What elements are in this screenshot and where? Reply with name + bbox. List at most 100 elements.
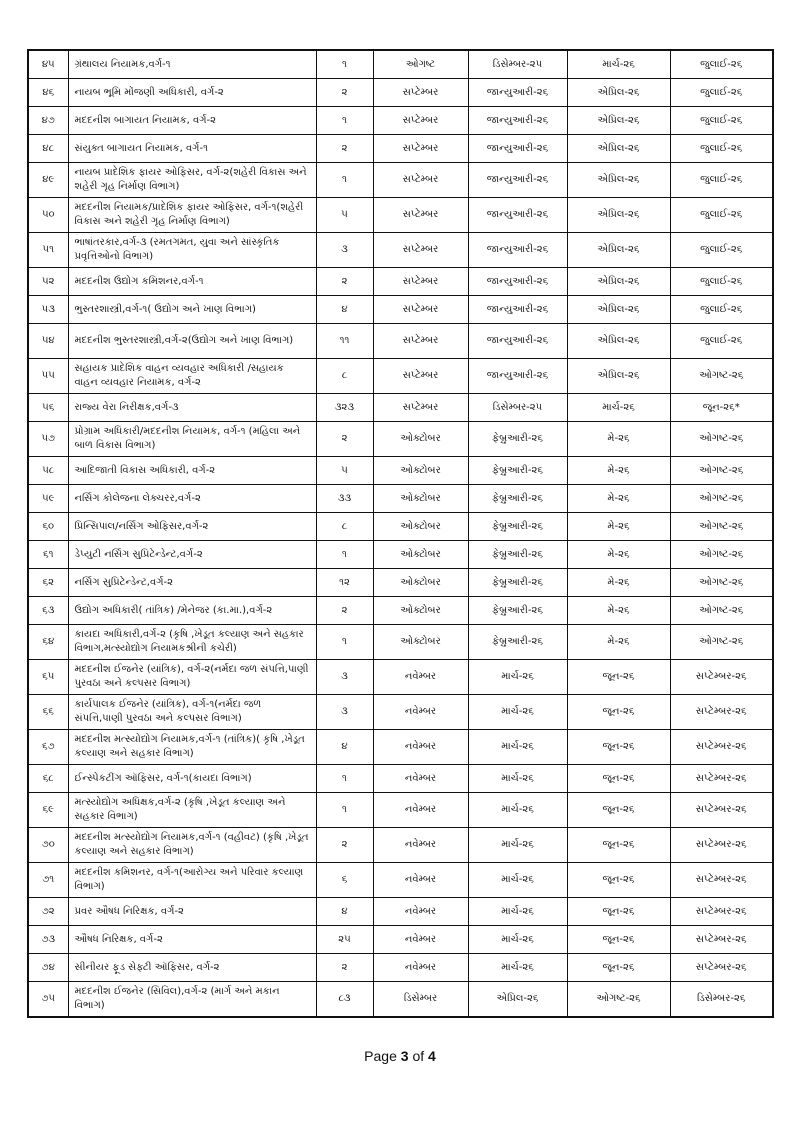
result-month-cell: સપ્ટેમ્બર-૨૬ bbox=[669, 694, 774, 730]
post-name-cell: મત્સ્યોદ્યોગ અધિક્ષક,વર્ગ-૨ (કૃષિ ,ખેડૂત… bbox=[67, 792, 317, 828]
table-row: ૫૨ મદદનીશ ઉદ્યોગ કમિશનર,વર્ગ-૧ ૨ સપ્ટેમ્બર જ… bbox=[27, 267, 774, 296]
row-number-cell: ૬૪ bbox=[27, 624, 69, 660]
advertisement-month-cell: નવેમ્બર bbox=[372, 953, 469, 982]
post-name-cell: મદદનીશ ઈજનેર (સિવિલ),વર્ગ-૨ (માર્ગ અને મ… bbox=[67, 981, 317, 1018]
exam-month-cell: ડિસેમ્બર-૨૫ bbox=[467, 393, 568, 422]
post-name-cell: કાર્યપાલક ઈજનેર (યાંત્રિક), વર્ગ-૧(નર્મદ… bbox=[67, 694, 317, 730]
exam-month-cell: ફેબ્રુઆરી-૨૬ bbox=[467, 421, 568, 457]
total-pages: 4 bbox=[428, 1048, 436, 1064]
table-row: ૭૧ મદદનીશ કમિશનર, વર્ગ-૧(આરોગ્ય અને પરિવા… bbox=[27, 862, 774, 898]
result-month-cell: સપ્ટેમ્બર-૨૬ bbox=[669, 659, 774, 695]
interview-month-cell: એપ્રિલ-૨૬ bbox=[566, 197, 671, 233]
post-name-cell: સંયુક્ત બાગાયત નિયામક, વર્ગ-૧ bbox=[67, 134, 317, 163]
vacancy-count-cell: ૧૧ bbox=[315, 323, 374, 359]
advertisement-month-cell: સપ્ટેમ્બર bbox=[372, 323, 469, 359]
row-number-cell: ૬૧ bbox=[27, 540, 69, 569]
vacancy-count-cell: ૨ bbox=[315, 953, 374, 982]
row-number-cell: ૬૬ bbox=[27, 694, 69, 730]
vacancy-count-cell: ૧ bbox=[315, 540, 374, 569]
vacancy-count-cell: ૩૨૩ bbox=[315, 393, 374, 422]
table-row: ૬૨ નર્સિંગ સુપ્રિટેન્ડેન્ટ,વર્ગ-૨ ૧૨ ઓક્ટોબ… bbox=[27, 568, 774, 597]
exam-month-cell: જાન્યુઆરી-૨૬ bbox=[467, 134, 568, 163]
row-number-cell: ૫૮ bbox=[27, 456, 69, 485]
advertisement-month-cell: નવેમ્બર bbox=[372, 925, 469, 954]
interview-month-cell: મે-૨૬ bbox=[566, 568, 671, 597]
interview-month-cell: એપ્રિલ-૨૬ bbox=[566, 232, 671, 268]
result-month-cell: જુલાઈ-૨૬ bbox=[669, 232, 774, 268]
row-number-cell: ૬૦ bbox=[27, 512, 69, 541]
interview-month-cell: એપ્રિલ-૨૬ bbox=[566, 134, 671, 163]
table-row: ૬૬ કાર્યપાલક ઈજનેર (યાંત્રિક), વર્ગ-૧(નર્… bbox=[27, 694, 774, 730]
interview-month-cell: એપ્રિલ-૨૬ bbox=[566, 106, 671, 135]
advertisement-month-cell: સપ્ટેમ્બર bbox=[372, 393, 469, 422]
vacancy-count-cell: ૧ bbox=[315, 624, 374, 660]
row-number-cell: ૫૩ bbox=[27, 295, 69, 324]
interview-month-cell: જૂન-૨૬ bbox=[566, 862, 671, 898]
post-name-cell: મદદનીશ ભુસ્તરશાસ્ત્રી,વર્ગ-૨(ઉદ્યોગ અને … bbox=[67, 323, 317, 359]
result-month-cell: જુલાઈ-૨૬ bbox=[669, 295, 774, 324]
post-name-cell: મદદનીશ મત્સ્યોદ્યોગ નિયામક,વર્ગ-૧ (તાંત્… bbox=[67, 729, 317, 765]
table-row: ૬૧ ડેપ્યુટી નર્સિંગ સુપ્રિટેન્ડેન્ટ,વર્ગ-… bbox=[27, 540, 774, 569]
vacancy-count-cell: ૮ bbox=[315, 512, 374, 541]
vacancy-count-cell: ૩ bbox=[315, 659, 374, 695]
interview-month-cell: જૂન-૨૬ bbox=[566, 694, 671, 730]
interview-month-cell: ઓગષ્ટ-૨૬ bbox=[566, 981, 671, 1018]
post-name-cell: મદદનીશ બાગાયત નિયામક, વર્ગ-૨ bbox=[67, 106, 317, 135]
interview-month-cell: મે-૨૬ bbox=[566, 456, 671, 485]
table-row: ૪૭ મદદનીશ બાગાયત નિયામક, વર્ગ-૨ ૧ સપ્ટેમ્બર… bbox=[27, 106, 774, 135]
vacancy-count-cell: ૮ bbox=[315, 358, 374, 394]
result-month-cell: સપ્ટેમ્બર-૨૬ bbox=[669, 792, 774, 828]
post-name-cell: મદદનીશ ઈજનેર (યાંત્રિક), વર્ગ-૨(નર્મદા જ… bbox=[67, 659, 317, 695]
row-number-cell: ૪૮ bbox=[27, 134, 69, 163]
result-month-cell: ઓગષ્ટ-૨૬ bbox=[669, 484, 774, 513]
post-name-cell: નાયબ પ્રાદેશિક ફાયર ઓફિસર, વર્ગ-૨(શહેરી … bbox=[67, 162, 317, 198]
post-name-cell: સહાયક પ્રાદેશિક વાહન વ્યવહાર અધિકારી /સહ… bbox=[67, 358, 317, 394]
table-row: ૬૩ ઉદ્યોગ અધિકારી( તાંત્રિક) /મેનેજર (કા.… bbox=[27, 596, 774, 625]
advertisement-month-cell: સપ્ટેમ્બર bbox=[372, 78, 469, 107]
table-row: ૭૨ પ્રવર ઔષધ નિરિક્ષક, વર્ગ-૨ ૪ નવેમ્બર માર્… bbox=[27, 897, 774, 926]
row-number-cell: ૭૦ bbox=[27, 827, 69, 863]
advertisement-month-cell: નવેમ્બર bbox=[372, 659, 469, 695]
result-month-cell: ઓગષ્ટ-૨૬ bbox=[669, 421, 774, 457]
advertisement-month-cell: સપ્ટેમ્બર bbox=[372, 295, 469, 324]
exam-month-cell: ફેબ્રુઆરી-૨૬ bbox=[467, 540, 568, 569]
result-month-cell: જુલાઈ-૨૬ bbox=[669, 78, 774, 107]
row-number-cell: ૬૭ bbox=[27, 729, 69, 765]
exam-month-cell: માર્ચ-૨૬ bbox=[467, 694, 568, 730]
row-number-cell: ૫૨ bbox=[27, 267, 69, 296]
interview-month-cell: મે-૨૬ bbox=[566, 540, 671, 569]
table-row: ૭૫ મદદનીશ ઈજનેર (સિવિલ),વર્ગ-૨ (માર્ગ અને… bbox=[27, 981, 774, 1018]
interview-month-cell: એપ્રિલ-૨૬ bbox=[566, 295, 671, 324]
table-row: ૬૪ કાયદા અધિકારી,વર્ગ-૨ (કૃષિ ,ખેડૂત કલ્ય… bbox=[27, 624, 774, 660]
result-month-cell: સપ્ટેમ્બર-૨૬ bbox=[669, 827, 774, 863]
post-name-cell: મદદનીશ મત્સ્યોદ્યોગ નિયામક,વર્ગ-૧ (વહીવટ… bbox=[67, 827, 317, 863]
vacancy-count-cell: ૮૩ bbox=[315, 981, 374, 1018]
exam-month-cell: ડિસેમ્બર-૨૫ bbox=[467, 49, 568, 79]
exam-month-cell: ફેબ્રુઆરી-૨૬ bbox=[467, 624, 568, 660]
row-number-cell: ૭૧ bbox=[27, 862, 69, 898]
row-number-cell: ૫૯ bbox=[27, 484, 69, 513]
row-number-cell: ૫૫ bbox=[27, 358, 69, 394]
result-month-cell: ડિસેમ્બર-૨૬ bbox=[669, 981, 774, 1018]
result-month-cell: સપ્ટેમ્બર-૨૬ bbox=[669, 925, 774, 954]
advertisement-month-cell: સપ્ટેમ્બર bbox=[372, 232, 469, 268]
table-row: ૫૩ ભુસ્તરશાસ્ત્રી,વર્ગ-૧( ઉદ્યોગ અને ખાણ … bbox=[27, 295, 774, 324]
table-row: ૫૯ નર્સિંગ કોલેજના લેક્ચરર,વર્ગ-૨ ૩૩ ઓક્ટોબ… bbox=[27, 484, 774, 513]
result-month-cell: ઓગષ્ટ-૨૬ bbox=[669, 624, 774, 660]
table-row: ૫૭ પ્રોગ્રામ અધિકારી/મદદનીશ નિયામક, વર્ગ-… bbox=[27, 421, 774, 457]
result-month-cell: ઓગષ્ટ-૨૬ bbox=[669, 512, 774, 541]
vacancy-count-cell: ૧ bbox=[315, 162, 374, 198]
result-month-cell: જુલાઈ-૨૬ bbox=[669, 49, 774, 79]
exam-month-cell: એપ્રિલ-૨૬ bbox=[467, 981, 568, 1018]
result-month-cell: જુલાઈ-૨૬ bbox=[669, 106, 774, 135]
vacancy-count-cell: ૫ bbox=[315, 456, 374, 485]
result-month-cell: ઓગષ્ટ-૨૬ bbox=[669, 358, 774, 394]
table-row: ૫૦ મદદનીશ નિયામક/પ્રાદેશિક ફાયર ઓફિસર, વર… bbox=[27, 197, 774, 233]
table-row: ૬૦ પ્રિન્સિપાલ/નર્સિંગ ઓફિસર,વર્ગ-૨ ૮ ઓક્ટો… bbox=[27, 512, 774, 541]
advertisement-month-cell: સપ્ટેમ્બર bbox=[372, 358, 469, 394]
page-label: Page bbox=[364, 1048, 401, 1064]
post-name-cell: પ્રોગ્રામ અધિકારી/મદદનીશ નિયામક, વર્ગ-૧ … bbox=[67, 421, 317, 457]
exam-month-cell: જાન્યુઆરી-૨૬ bbox=[467, 267, 568, 296]
exam-month-cell: જાન્યુઆરી-૨૬ bbox=[467, 106, 568, 135]
exam-month-cell: માર્ચ-૨૬ bbox=[467, 925, 568, 954]
